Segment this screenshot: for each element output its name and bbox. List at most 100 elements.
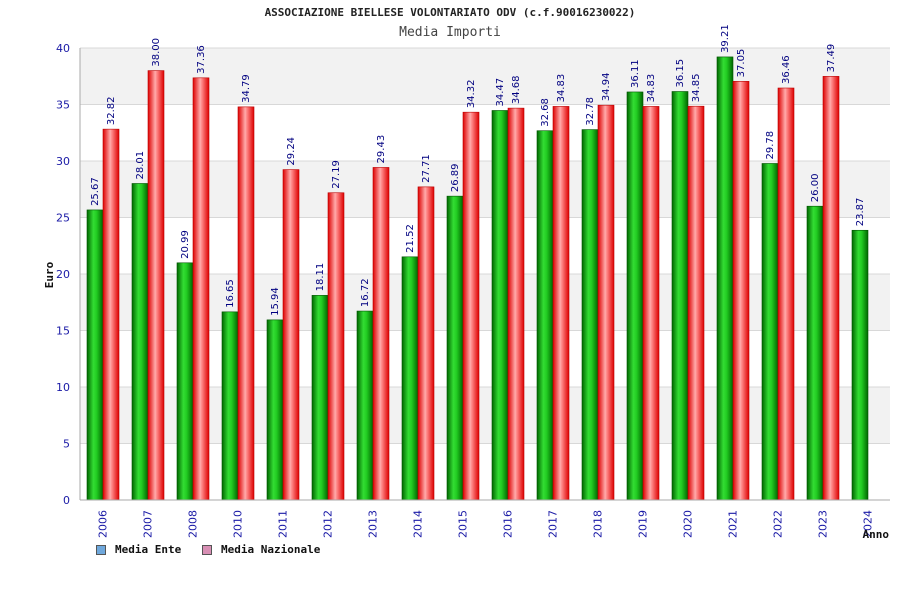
bar-media-ente bbox=[176, 262, 194, 501]
data-label: 29.78 bbox=[765, 131, 776, 160]
bar-media-ente bbox=[536, 130, 554, 501]
data-label: 34.94 bbox=[601, 73, 612, 102]
bar-media-ente bbox=[716, 56, 734, 501]
y-tick-label: 30 bbox=[56, 155, 70, 168]
data-label: 32.82 bbox=[106, 96, 117, 125]
bar-media-nazionale bbox=[687, 105, 705, 501]
data-label: 20.99 bbox=[180, 230, 191, 259]
data-label: 32.78 bbox=[585, 97, 596, 126]
bar-media-nazionale bbox=[462, 111, 480, 501]
x-tick-label: 2021 bbox=[727, 510, 740, 538]
data-label: 18.11 bbox=[315, 263, 326, 292]
bar-media-ente bbox=[356, 310, 374, 501]
y-axis-title: Euro bbox=[43, 261, 56, 288]
grid-band bbox=[80, 330, 890, 387]
data-label: 29.24 bbox=[286, 137, 297, 166]
data-label: 34.79 bbox=[241, 74, 252, 103]
data-label: 15.94 bbox=[270, 287, 281, 316]
y-tick-label: 5 bbox=[63, 438, 70, 451]
bar-media-ente bbox=[671, 91, 689, 501]
data-label: 32.68 bbox=[540, 98, 551, 127]
x-tick-label: 2008 bbox=[187, 510, 200, 538]
bar-media-nazionale bbox=[237, 106, 255, 501]
x-tick-label: 2022 bbox=[772, 510, 785, 538]
bar-media-nazionale bbox=[147, 70, 165, 501]
data-label: 23.87 bbox=[855, 198, 866, 227]
data-label: 36.11 bbox=[630, 59, 641, 88]
data-label: 28.01 bbox=[135, 151, 146, 180]
bar-media-nazionale bbox=[822, 76, 840, 501]
data-label: 21.52 bbox=[405, 224, 416, 253]
chart-title: ASSOCIAZIONE BIELLESE VOLONTARIATO ODV (… bbox=[264, 6, 636, 19]
bar-media-ente bbox=[851, 229, 869, 501]
data-label: 38.00 bbox=[151, 38, 162, 67]
x-tick-label: 2016 bbox=[502, 510, 515, 538]
x-tick-label: 2020 bbox=[682, 510, 695, 538]
bar-media-ente bbox=[86, 209, 104, 501]
data-label: 36.15 bbox=[675, 59, 686, 88]
data-label: 34.83 bbox=[556, 74, 567, 103]
grid-band bbox=[80, 443, 890, 500]
y-tick-label: 15 bbox=[56, 325, 70, 338]
data-label: 27.19 bbox=[331, 160, 342, 189]
bar-media-ente bbox=[626, 91, 644, 501]
bar-media-nazionale bbox=[102, 128, 120, 501]
grid-band bbox=[80, 48, 890, 105]
data-label: 34.32 bbox=[466, 80, 477, 109]
bar-media-ente bbox=[311, 295, 329, 501]
legend-swatch-media-ente bbox=[96, 544, 106, 555]
bar-media-nazionale bbox=[327, 192, 345, 501]
bar-media-nazionale bbox=[552, 106, 570, 501]
bar-media-nazionale bbox=[597, 104, 615, 501]
x-tick-label: 2012 bbox=[322, 510, 335, 538]
data-label: 29.43 bbox=[376, 135, 387, 164]
data-label: 37.49 bbox=[826, 44, 837, 73]
x-tick-label: 2015 bbox=[457, 510, 470, 538]
data-label: 36.46 bbox=[781, 55, 792, 84]
data-label: 26.00 bbox=[810, 174, 821, 203]
x-tick-label: 2014 bbox=[412, 510, 425, 538]
grid-band bbox=[80, 274, 890, 331]
grid-band bbox=[80, 217, 890, 274]
bar-media-nazionale bbox=[192, 77, 210, 501]
bar-media-ente bbox=[446, 195, 464, 501]
legend-item-media-nazionale: Media Nazionale bbox=[202, 543, 320, 556]
x-tick-label: 2006 bbox=[97, 510, 110, 538]
bar-media-ente bbox=[761, 163, 779, 501]
data-label: 27.71 bbox=[421, 154, 432, 183]
y-tick-label: 25 bbox=[56, 212, 70, 225]
bar-media-nazionale bbox=[777, 87, 795, 501]
bar-media-nazionale bbox=[732, 81, 750, 501]
grid-band bbox=[80, 104, 890, 161]
bar-media-nazionale bbox=[372, 167, 390, 501]
y-tick-label: 35 bbox=[56, 99, 70, 112]
data-label: 16.65 bbox=[225, 279, 236, 308]
bar-media-ente bbox=[581, 129, 599, 501]
data-label: 37.05 bbox=[736, 49, 747, 78]
grid-band bbox=[80, 387, 890, 444]
data-label: 16.72 bbox=[360, 278, 371, 307]
bar-media-ente bbox=[491, 110, 509, 501]
x-tick-label: 2023 bbox=[817, 510, 830, 538]
grid-band bbox=[80, 161, 890, 218]
bar-media-ente bbox=[806, 205, 824, 501]
chart-subtitle: Media Importi bbox=[399, 25, 501, 40]
legend-label-media-nazionale: Media Nazionale bbox=[221, 543, 321, 556]
x-tick-label: 2007 bbox=[142, 510, 155, 538]
x-tick-label: 2011 bbox=[277, 510, 290, 538]
bar-media-nazionale bbox=[417, 186, 435, 501]
data-label: 39.21 bbox=[720, 24, 731, 53]
data-label: 26.89 bbox=[450, 164, 461, 193]
legend-item-media-ente: Media Ente bbox=[96, 543, 181, 556]
x-tick-label: 2024 bbox=[862, 510, 875, 538]
x-axis-title: Anno bbox=[863, 528, 890, 541]
bar-media-nazionale bbox=[507, 107, 525, 501]
bar-media-ente bbox=[131, 183, 149, 501]
y-tick-label: 10 bbox=[56, 381, 70, 394]
x-tick-label: 2019 bbox=[637, 510, 650, 538]
data-label: 34.85 bbox=[691, 74, 702, 103]
x-tick-label: 2018 bbox=[592, 510, 605, 538]
bar-media-ente bbox=[221, 311, 239, 501]
y-tick-label: 20 bbox=[56, 268, 70, 281]
